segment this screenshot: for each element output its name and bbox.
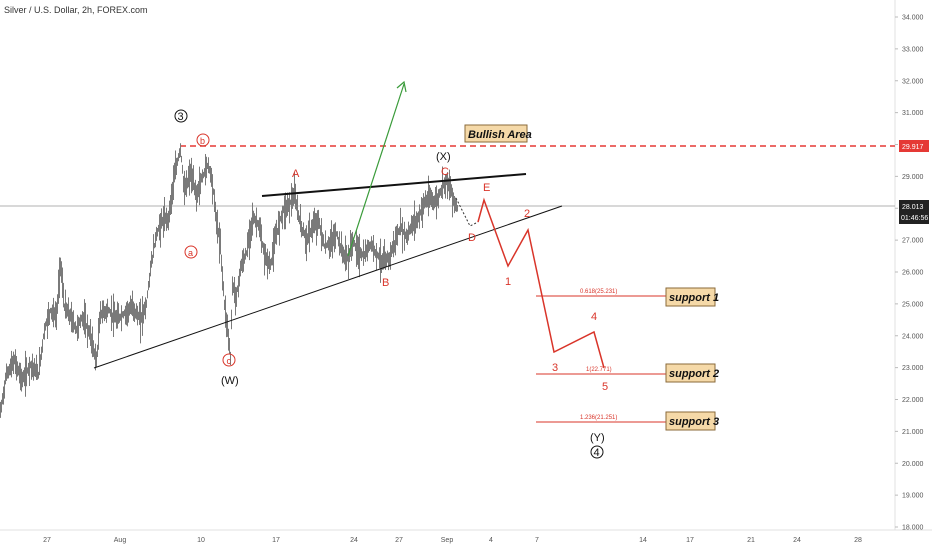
current-price-tag: 28.013 01:46:56: [899, 200, 929, 224]
current-price-value: 28.013: [902, 204, 924, 211]
wave-D-label: D: [468, 232, 476, 244]
wave-B-label: B: [382, 277, 389, 289]
wave-3-circle: [174, 109, 188, 123]
x-tick-label: 10: [197, 537, 205, 544]
wave-3-label: 3: [178, 111, 184, 123]
y-tick-label: 29.000: [902, 174, 924, 181]
wave-3-red-label: 3: [552, 362, 558, 374]
y-tick-label: 31.000: [902, 110, 924, 117]
wave-a-label: a: [188, 248, 193, 258]
wave-d-projection: [455, 197, 479, 227]
upper-trendline: [261, 173, 527, 197]
x-tick-label: 24: [793, 537, 801, 544]
support-2-label: support 2: [669, 368, 719, 380]
wave-4-red-label: 4: [591, 311, 597, 323]
x-tick-label: 7: [535, 537, 539, 544]
y-tick-label: 22.000: [902, 397, 924, 404]
bullish-area-label: Bullish Area: [468, 129, 532, 141]
x-tick-label: Aug: [114, 537, 127, 544]
support-2-callout: support 2: [665, 363, 719, 383]
support-1-label: support 1: [669, 292, 719, 304]
x-tick-label: 24: [350, 537, 358, 544]
wave-2-label: 2: [524, 208, 530, 220]
x-axis-ticks: 27 Aug 10 17 24 27 Sep 4 7 14 17 21 24 28: [43, 537, 862, 544]
wave-4-circled-label: 4: [594, 447, 600, 459]
y-axis-ticks: 18.000 19.000 20.000 21.000 22.000 23.000 24.0…: [895, 15, 924, 532]
y-tick-label: 19.000: [902, 493, 924, 500]
chart-title: Silver / U.S. Dollar, 2h, FOREX.com: [4, 5, 148, 15]
y-tick-label: 26.000: [902, 270, 924, 277]
wave-b-circle: [196, 133, 210, 147]
level-29917-value: 29.917: [902, 144, 924, 151]
wave-y-label: (Y): [590, 432, 605, 444]
fib-label-1236: 1.236(21.251): [580, 415, 617, 421]
y-tick-label: 18.000: [902, 525, 924, 532]
support-1-callout: support 1: [665, 287, 719, 307]
lower-trendline: [93, 205, 563, 369]
x-tick-label: 4: [489, 537, 493, 544]
wave-4-circle: [590, 445, 604, 459]
y-tick-label: 27.000: [902, 238, 924, 245]
wave-c-circle: [222, 353, 236, 367]
y-tick-label: 25.000: [902, 301, 924, 308]
x-tick-label: 17: [686, 537, 694, 544]
wave-5-label: 5: [602, 381, 608, 393]
wave-c-label: c: [227, 356, 232, 366]
projected-wave-path: [477, 197, 605, 369]
y-tick-label: 24.000: [902, 333, 924, 340]
wave-b-label: b: [200, 136, 205, 146]
bullish-arrow-line: [347, 83, 405, 257]
wave-E-label: E: [483, 182, 490, 194]
y-tick-label: 33.000: [902, 46, 924, 53]
x-tick-label: 17: [272, 537, 280, 544]
wave-1-label: 1: [505, 276, 511, 288]
x-tick-label: Sep: [441, 537, 454, 544]
bullish-area-callout: Bullish Area: [464, 124, 532, 143]
y-tick-label: 23.000: [902, 365, 924, 372]
y-tick-label: 34.000: [902, 15, 924, 22]
bullish-arrow-head: [396, 80, 407, 93]
x-tick-label: 28: [854, 537, 862, 544]
fib-label-1: 1(22.771): [586, 367, 612, 373]
support-3-label: support 3: [669, 416, 719, 428]
x-tick-label: 27: [395, 537, 403, 544]
wave-x-label: (X): [436, 151, 451, 163]
wave-A-label: A: [292, 168, 300, 180]
x-tick-label: 14: [639, 537, 647, 544]
x-tick-label: 27: [43, 537, 51, 544]
y-tick-label: 21.000: [902, 429, 924, 436]
y-tick-label: 32.000: [902, 78, 924, 85]
support-3-callout: support 3: [665, 411, 719, 431]
wave-C-label: C: [441, 166, 449, 178]
wave-w-label: (W): [221, 375, 239, 387]
level-29917-tag: 29.917: [899, 140, 929, 152]
x-tick-label: 21: [747, 537, 755, 544]
y-tick-label: 20.000: [902, 461, 924, 468]
countdown-value: 01:46:56: [901, 215, 928, 222]
wave-a-circle: [184, 245, 198, 259]
price-series: [0, 143, 458, 418]
fib-label-618: 0.618(25.231): [580, 289, 617, 295]
